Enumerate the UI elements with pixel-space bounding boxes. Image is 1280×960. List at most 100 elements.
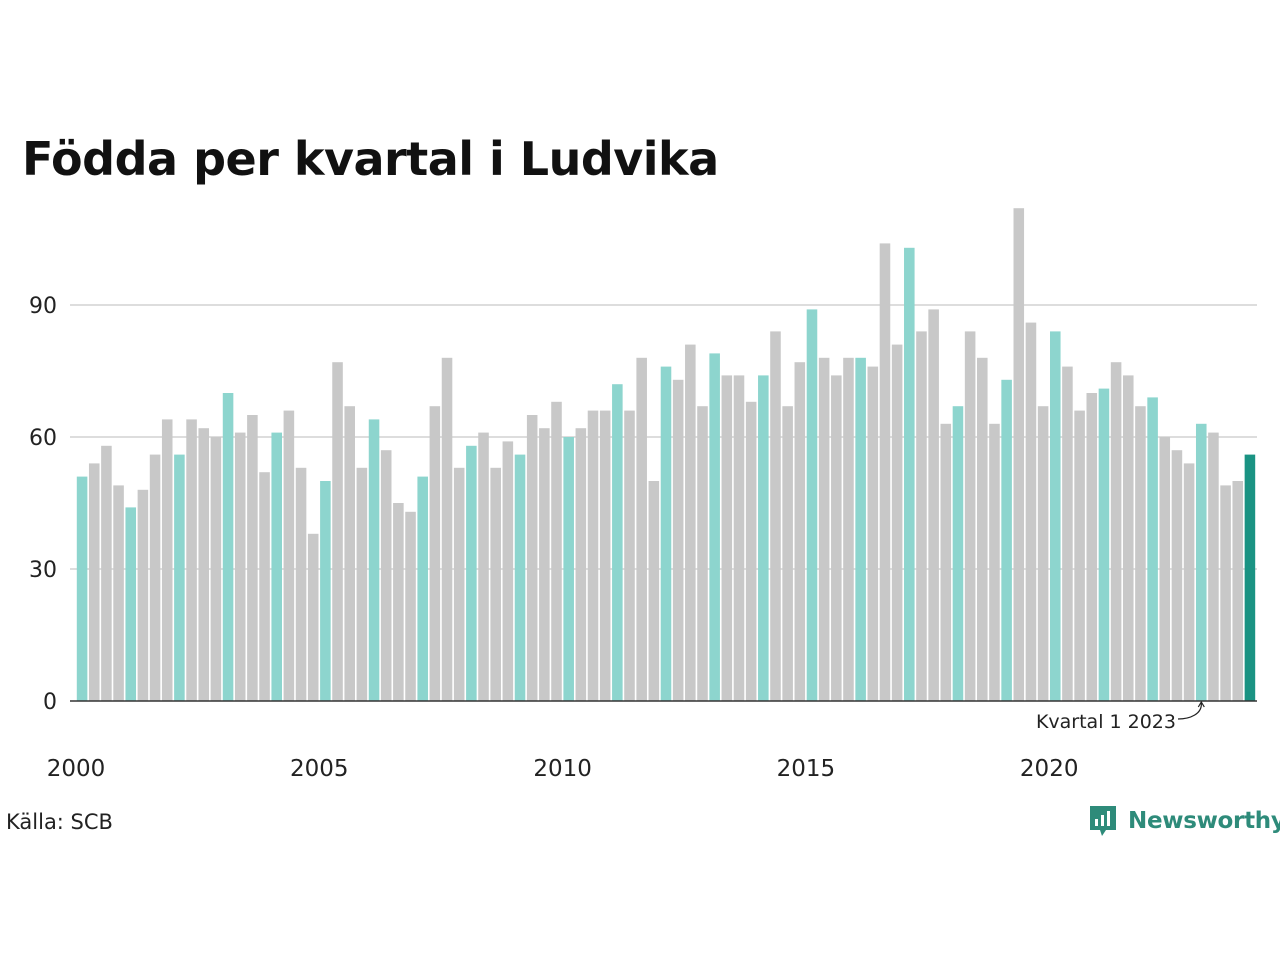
bar [758, 375, 769, 701]
bar [441, 357, 453, 701]
bar [295, 467, 307, 701]
x-tick-label: 2015 [777, 756, 836, 782]
bar [320, 481, 331, 701]
newsworthy-logo: Newsworthy [1088, 804, 1280, 838]
x-tick-labels: 2000 2005 2010 2015 2020 [47, 756, 1079, 782]
bar [1232, 481, 1244, 701]
x-tick-label: 2000 [47, 756, 106, 782]
bar [76, 476, 88, 701]
bar [794, 362, 806, 701]
bar [149, 454, 161, 701]
annotation-arrow [1177, 700, 1205, 720]
bar [539, 428, 550, 701]
bar [916, 331, 927, 701]
chart-title: Födda per kvartal i Ludvika [22, 132, 719, 186]
bar [904, 247, 915, 702]
source-label: Källa: SCB [6, 810, 113, 834]
x-tick-label: 2010 [533, 756, 592, 782]
bar [624, 410, 635, 701]
y-tick-label: 60 [29, 426, 57, 451]
bar [843, 357, 854, 701]
bar [368, 419, 380, 701]
bar [1244, 454, 1256, 701]
bar [855, 357, 866, 701]
bar [928, 309, 939, 701]
bar [551, 401, 562, 701]
bar [636, 357, 647, 701]
bar [1208, 432, 1219, 701]
bar [222, 393, 234, 701]
bar [417, 476, 428, 701]
bar [989, 423, 1000, 701]
bar [1195, 423, 1207, 701]
bar [307, 533, 319, 701]
bar [818, 357, 830, 701]
bar [259, 472, 270, 701]
y-tick-label: 0 [43, 690, 57, 715]
bar [612, 384, 623, 701]
bar [1122, 375, 1134, 701]
bar [709, 353, 720, 701]
annotation-label: Kvartal 1 2023 [1036, 711, 1176, 733]
bar [648, 481, 660, 701]
bar [1001, 379, 1012, 701]
bar [867, 366, 879, 701]
newsworthy-logo-text: Newsworthy [1128, 808, 1280, 834]
bar [429, 406, 441, 701]
bar [940, 423, 952, 701]
bar [1147, 397, 1158, 701]
bar [672, 379, 684, 701]
bar [697, 406, 708, 701]
bar [1159, 437, 1171, 701]
bar [575, 428, 587, 701]
bar [198, 428, 210, 701]
bar [393, 503, 404, 701]
bar [271, 432, 282, 701]
bar [502, 441, 514, 701]
bar [1025, 322, 1037, 701]
latest-annotation: Kvartal 1 2023 [1036, 700, 1205, 733]
bar [186, 419, 197, 701]
bar [563, 437, 574, 701]
bar [782, 406, 793, 701]
bar [806, 309, 818, 701]
bar [1086, 393, 1098, 701]
bar [721, 375, 733, 701]
bar [210, 437, 222, 701]
bar [161, 419, 173, 701]
bar [405, 511, 416, 701]
bar [599, 410, 611, 701]
bar [344, 406, 355, 701]
y-tick-labels: 0 30 60 90 [29, 294, 57, 715]
bar [466, 445, 477, 701]
x-tick-label: 2020 [1020, 756, 1079, 782]
bar [685, 344, 696, 701]
bar [283, 410, 295, 701]
y-tick-label: 30 [29, 558, 57, 583]
x-tick-label: 2005 [290, 756, 349, 782]
bar [1013, 208, 1025, 701]
bar [952, 406, 964, 701]
bar [1062, 366, 1073, 701]
bar [770, 331, 781, 701]
bar [1135, 406, 1146, 701]
bar [137, 489, 149, 701]
newsworthy-logo-icon [1090, 806, 1116, 836]
bar [490, 467, 501, 701]
bar [964, 331, 976, 701]
bar [977, 357, 988, 701]
bar [88, 463, 100, 701]
bar [879, 243, 891, 701]
bar [1183, 463, 1195, 701]
bar [1171, 450, 1183, 701]
bar [380, 450, 392, 701]
bar [1220, 485, 1231, 701]
bar [526, 415, 538, 701]
bar [514, 454, 526, 701]
bar [660, 366, 672, 701]
bar [234, 432, 246, 701]
y-tick-label: 90 [29, 294, 57, 319]
bar [1074, 410, 1085, 701]
bar [1037, 406, 1049, 701]
bar [891, 344, 903, 701]
